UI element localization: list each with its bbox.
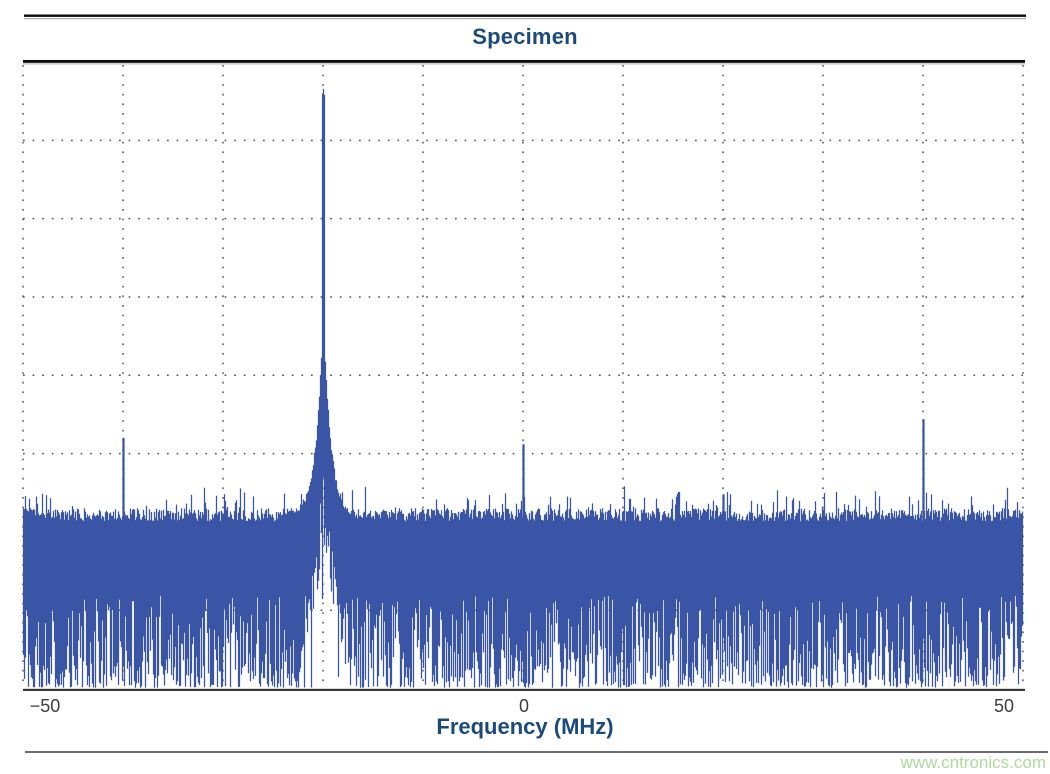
top-rule	[24, 14, 1026, 17]
top-rule-shadow	[24, 18, 1026, 20]
chart-title: Specimen	[472, 24, 578, 49]
x-axis-line	[23, 688, 1025, 691]
x-tick-label-0: 0	[518, 696, 530, 716]
x-axis-label: Frequency (MHz)	[436, 714, 614, 739]
spur-peaks	[122, 419, 925, 537]
bottom-rule	[25, 751, 1048, 753]
x-tick-label-neg50: −50	[29, 696, 61, 716]
plot-top-border-shadow	[23, 63, 1025, 65]
x-tick-label-50: 50	[993, 696, 1015, 716]
plot-top-border	[23, 60, 1025, 63]
watermark: www.cntronics.com	[900, 753, 1046, 772]
spectrum-trace	[22, 88, 1024, 688]
